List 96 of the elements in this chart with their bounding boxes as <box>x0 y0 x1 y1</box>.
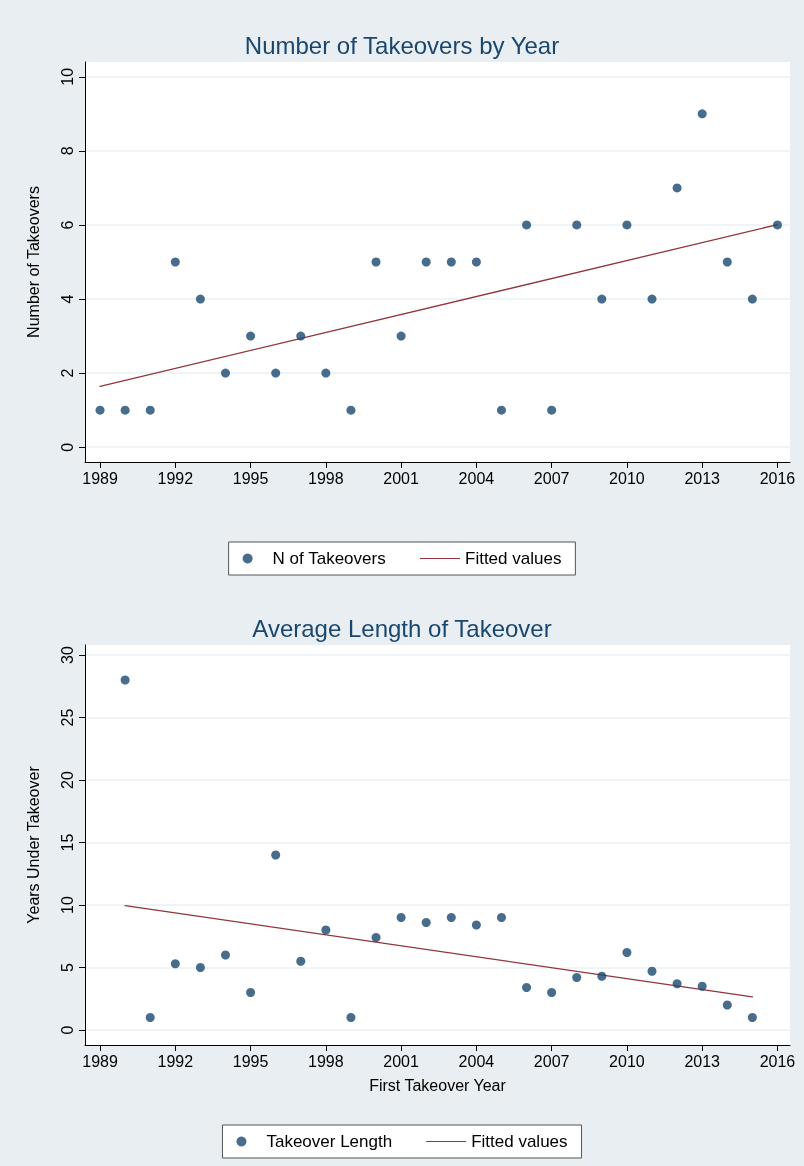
point <box>120 675 130 685</box>
x-tick-label: 1989 <box>82 469 118 487</box>
point <box>496 405 506 415</box>
point <box>622 948 632 957</box>
x-tick-label: 2001 <box>383 469 420 487</box>
point <box>471 257 481 267</box>
y-tick-label: 15 <box>58 833 76 852</box>
x-tick-label: 1992 <box>157 1052 194 1070</box>
chart-title: Number of Takeovers by Year <box>244 31 560 59</box>
point <box>95 405 105 415</box>
x-tick-label: 2001 <box>383 1052 420 1070</box>
y-axis-title: Years Under Takeover <box>24 765 42 924</box>
y-tick-label: 5 <box>58 962 76 972</box>
point <box>396 331 406 341</box>
point <box>221 950 230 960</box>
point <box>346 1013 356 1022</box>
x-tick-label: 1995 <box>232 1052 269 1070</box>
point <box>120 405 130 415</box>
x-tick-label: 2007 <box>533 1052 570 1070</box>
point <box>547 405 557 415</box>
point <box>647 294 657 304</box>
point <box>145 405 155 415</box>
y-tick-label: 4 <box>58 294 76 304</box>
point <box>271 850 281 860</box>
point <box>195 294 205 304</box>
point <box>722 1000 732 1010</box>
x-tick-label: 1989 <box>82 1052 118 1070</box>
x-tick-label: 2004 <box>458 1052 495 1070</box>
y-tick-label: 10 <box>58 896 76 914</box>
point <box>246 988 256 997</box>
point <box>221 368 230 378</box>
x-tick-label: 2016 <box>759 469 796 487</box>
point <box>471 920 481 930</box>
point <box>371 933 381 942</box>
point <box>772 220 782 230</box>
point <box>170 959 180 969</box>
y-tick-label: 25 <box>58 708 76 727</box>
point <box>346 405 356 415</box>
point <box>622 220 632 230</box>
point <box>747 1013 757 1022</box>
x-tick-label: 2016 <box>759 1052 796 1070</box>
y-axis-title: Number of Takeovers <box>24 186 42 338</box>
point <box>522 220 532 230</box>
x-tick-label: 2010 <box>609 1052 645 1070</box>
point <box>421 918 431 927</box>
point <box>522 983 532 992</box>
y-tick-label: 30 <box>58 646 76 664</box>
point <box>296 331 306 341</box>
point <box>697 109 707 119</box>
point <box>597 971 607 981</box>
y-tick-label: 10 <box>58 67 76 86</box>
x-tick-label: 1998 <box>308 469 344 487</box>
y-tick-label: 0 <box>58 1025 76 1035</box>
y-tick-label: 2 <box>58 368 76 378</box>
point <box>421 257 431 267</box>
x-tick-label: 2013 <box>684 1052 721 1070</box>
x-tick-label: 2004 <box>458 469 495 487</box>
legend-label: N of Takeovers <box>272 549 386 568</box>
x-tick-label: 1992 <box>157 469 194 487</box>
point <box>747 294 757 304</box>
legend-label: Takeover Length <box>266 1132 393 1151</box>
point <box>446 913 456 922</box>
point <box>597 294 607 304</box>
point <box>246 331 256 341</box>
y-tick-label: 20 <box>58 771 76 789</box>
point <box>195 963 205 972</box>
y-tick-label: 0 <box>58 442 76 452</box>
point <box>672 979 682 989</box>
point <box>170 257 180 267</box>
x-tick-label: 1998 <box>308 1052 344 1070</box>
chart-title: Average Length of Takeover <box>252 614 552 642</box>
y-tick-label: 6 <box>58 220 76 230</box>
point <box>271 368 281 378</box>
legend-label: Fitted values <box>465 549 562 568</box>
point <box>572 973 582 982</box>
x-tick-label: 1995 <box>232 469 269 487</box>
x-tick-label: 2010 <box>609 469 645 487</box>
point <box>547 988 557 997</box>
point <box>672 183 682 193</box>
point <box>321 925 331 935</box>
y-tick-label: 8 <box>58 146 76 156</box>
x-tick-label: 2013 <box>684 469 721 487</box>
x-tick-label: 2007 <box>533 469 570 487</box>
point <box>572 220 582 230</box>
point <box>145 1013 155 1022</box>
point <box>647 966 657 976</box>
point <box>296 956 306 966</box>
point <box>321 368 331 378</box>
point <box>697 981 707 991</box>
point <box>496 913 506 922</box>
legend-label: Fitted values <box>471 1132 568 1151</box>
point <box>446 257 456 267</box>
point <box>396 913 406 922</box>
x-axis-title: First Takeover Year <box>369 1076 507 1094</box>
point <box>371 257 381 267</box>
point <box>722 257 732 267</box>
